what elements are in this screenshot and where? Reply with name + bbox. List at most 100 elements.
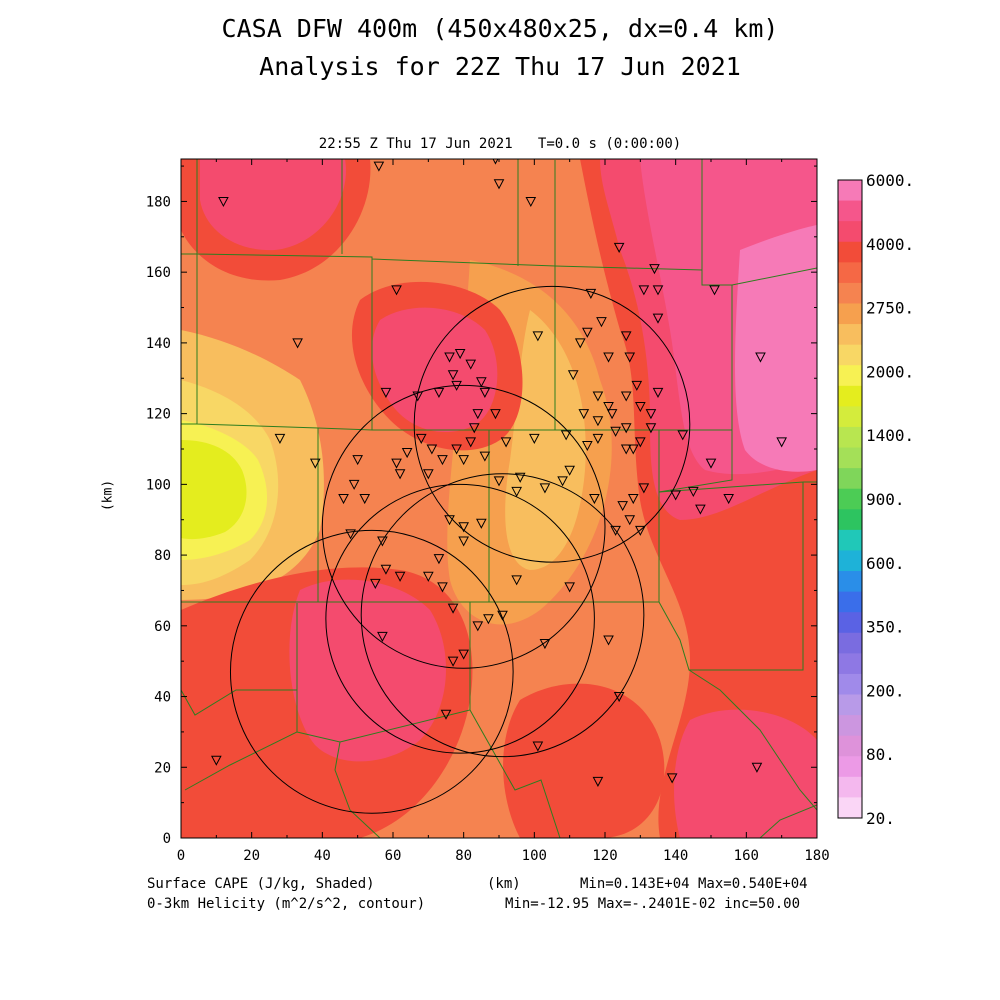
colorbar-swatch [838,673,862,696]
station-marker [529,433,540,444]
station-marker [620,331,632,342]
station-marker [624,352,636,363]
station-marker [348,479,360,490]
station-marker [557,476,568,487]
station-marker [497,610,508,621]
colorbar-label: 350. [866,618,905,637]
colorbar-label: 900. [866,490,905,509]
cape-zone-center-4000 [371,307,498,433]
x-tick-label: 100 [522,848,547,864]
y-tick-label: 140 [146,336,171,352]
colorbar-swatch [838,612,862,634]
colorbar-swatch [838,776,862,798]
station-marker [592,391,604,402]
station-marker [627,444,639,455]
station-marker [426,444,438,455]
y-tick-label: 60 [154,619,171,635]
station-marker [532,331,544,342]
station-marker [500,437,512,448]
cape-zone-central-2250 [505,310,586,570]
station-marker [458,649,469,660]
colorbar-swatch [838,324,862,346]
station-marker [394,571,406,582]
station-marker [603,402,614,413]
station-marker [620,423,632,434]
colorbar-swatch [838,591,862,613]
station-marker [610,525,621,536]
station-marker [345,529,356,540]
y-tick-label: 40 [154,690,171,706]
colorbar-swatch [838,406,862,428]
station-marker [377,536,388,547]
colorbar-swatch [838,303,862,325]
station-marker [688,486,699,497]
colorbar-swatch [838,447,862,469]
station-marker [645,423,657,434]
station-marker [493,476,505,487]
station-marker [451,380,462,391]
colorbar-swatch [838,385,862,407]
station-marker [476,377,487,388]
y-tick-label: 20 [154,760,171,776]
station-marker [511,486,522,497]
colorbar-swatch [838,365,862,387]
colorbar-label: 80. [866,745,895,764]
station-marker [433,554,445,565]
station-marker [624,515,636,526]
station-marker [635,402,646,413]
station-marker [391,285,402,296]
x-tick-label: 20 [243,848,260,864]
station-marker [755,352,766,363]
observation-stations [211,159,787,787]
x-tick-label: 140 [663,848,688,864]
station-marker [309,458,321,469]
station-marker [652,285,664,296]
cape-zone-sw-4000 [289,579,447,762]
station-marker [377,631,388,642]
station-marker [211,755,222,766]
colorbar-swatch [838,241,862,263]
station-marker [610,426,621,437]
station-marker [705,458,717,469]
colorbar-swatch [838,571,862,593]
station-marker [596,317,607,328]
cape-zone-west-1400 [181,440,247,540]
county-boundaries [181,159,817,838]
station-marker [359,494,371,505]
station-marker [493,179,505,190]
colorbar-label: 1400. [866,426,914,445]
station-marker [582,327,593,338]
station-marker [433,387,445,398]
station-marker [620,444,632,455]
station-marker [723,494,734,505]
station-marker [338,494,349,505]
station-marker [589,494,600,505]
station-marker [592,776,604,787]
x-axis: 0 20 40 60 80 100 120 140 160 180 [177,159,830,864]
x-tick-label: 0 [177,848,185,864]
station-marker [638,483,650,494]
station-marker [292,338,303,349]
colorbar-swatch [838,426,862,449]
station-marker [447,370,459,381]
station-marker [391,458,402,469]
colorbar-swatch [838,756,862,778]
station-marker [574,338,586,349]
y-tick-label: 120 [146,407,171,423]
station-marker [709,285,720,296]
x-tick-label: 60 [385,848,402,864]
station-marker [564,465,575,476]
cape-zone-east-6000 [735,225,817,472]
colorbar-label: 4000. [866,235,914,254]
colorbar-swatch [838,797,862,819]
station-marker [394,469,406,480]
station-marker [695,504,706,515]
station-marker [465,359,477,370]
station-marker [352,455,363,466]
station-marker [401,448,413,459]
colorbar-swatch [838,550,862,572]
station-marker [578,409,590,420]
station-marker [370,578,381,589]
station-marker [373,161,385,172]
